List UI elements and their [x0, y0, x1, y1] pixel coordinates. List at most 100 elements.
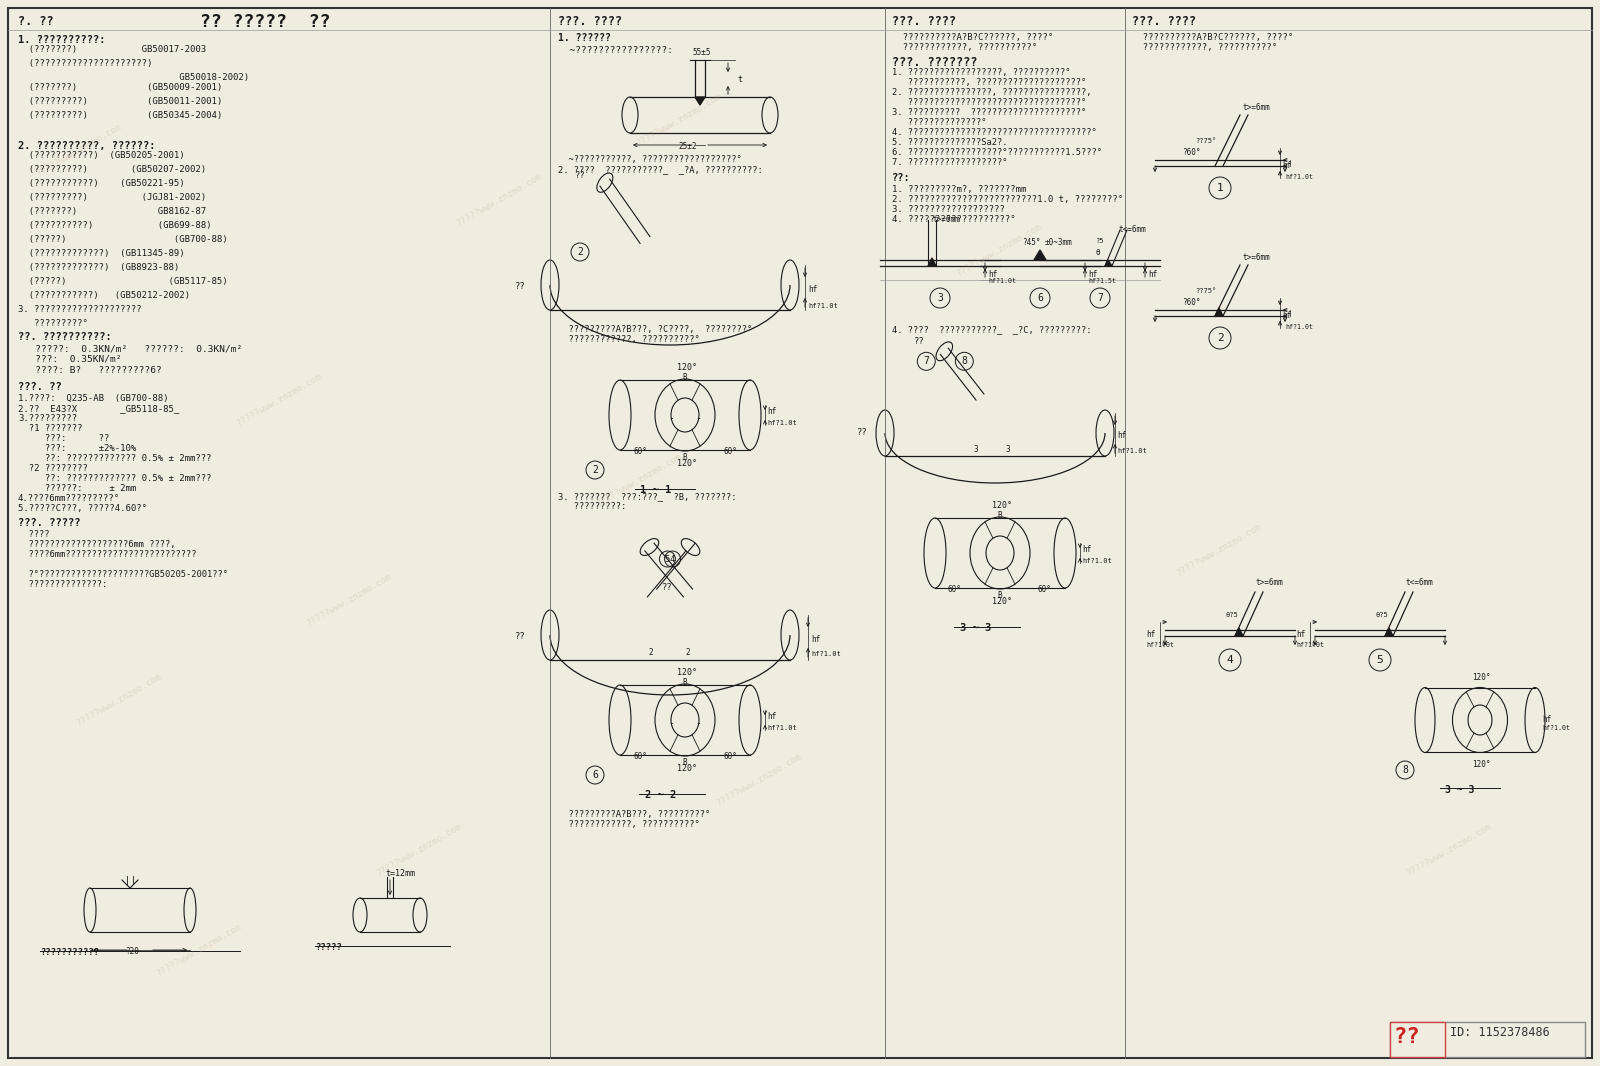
Text: (???????)            GB50017-2003: (???????) GB50017-2003 — [18, 45, 206, 54]
Text: ??. ??????????:: ??. ??????????: — [18, 332, 112, 342]
Text: θ: θ — [1094, 248, 1099, 257]
Text: 60°: 60° — [723, 752, 738, 761]
Text: B: B — [682, 758, 686, 768]
Text: ?????www.znzmo.com: ?????www.znzmo.com — [306, 572, 394, 628]
Text: ?????????A?B???, ?C????,  ????????°: ?????????A?B???, ?C????, ????????° — [558, 325, 752, 334]
Text: ????????????, ??????????°: ????????????, ??????????° — [893, 43, 1037, 52]
Text: hf: hf — [811, 635, 821, 644]
Text: 3. ????????????????????: 3. ???????????????????? — [18, 305, 142, 314]
Text: 2: 2 — [685, 648, 690, 657]
Text: ???. ????: ???. ???? — [1133, 15, 1197, 28]
Text: 3: 3 — [1005, 445, 1010, 454]
Text: 3 ~ 3: 3 ~ 3 — [960, 623, 992, 633]
Text: 120°: 120° — [677, 668, 698, 677]
Text: ?????www.znzmo.com: ?????www.znzmo.com — [155, 922, 245, 979]
Text: (?????????????)  (GB11345-89): (?????????????) (GB11345-89) — [18, 249, 184, 258]
Text: ???:      ±2%-10%: ???: ±2%-10% — [18, 445, 136, 453]
Text: 25±2: 25±2 — [678, 142, 698, 151]
Text: 4. ???????????????????°: 4. ???????????????????° — [893, 215, 1016, 224]
Text: hf: hf — [1296, 630, 1306, 639]
Text: 4.????6mm?????????°: 4.????6mm?????????° — [18, 494, 120, 503]
Text: ???????????: ??????????? — [40, 948, 99, 957]
Text: hf?1.0t: hf?1.0t — [811, 651, 840, 657]
Text: hf: hf — [766, 407, 776, 416]
Text: ?????www.znzmo.com: ?????www.znzmo.com — [715, 752, 805, 808]
Text: (?????????)        (GB50207-2002): (?????????) (GB50207-2002) — [18, 165, 206, 174]
Text: (???????????)   (GB50212-2002): (???????????) (GB50212-2002) — [18, 291, 190, 300]
Text: ?????www.znzmo.com: ?????www.znzmo.com — [456, 172, 544, 228]
Text: ???:      ??: ???: ?? — [18, 434, 109, 443]
Text: 2. ????????????????, ????????????????,: 2. ????????????????, ????????????????, — [893, 88, 1091, 97]
Text: ?5: ?5 — [1094, 238, 1104, 244]
Text: 120°: 120° — [677, 364, 698, 372]
Text: ??????????????°: ??????????????° — [893, 118, 987, 127]
Text: ????????????, ??????????°: ????????????, ??????????° — [558, 820, 699, 829]
Text: -: - — [669, 718, 674, 728]
Text: 2. ??????????, ??????:: 2. ??????????, ??????: — [18, 141, 155, 151]
Text: ?°?????????????????????GB50205-2001??°: ?°?????????????????????GB50205-2001??° — [18, 570, 229, 579]
Text: 60°: 60° — [634, 752, 646, 761]
Text: 60°: 60° — [1038, 585, 1051, 594]
Text: 1. ??????: 1. ?????? — [558, 33, 611, 43]
Text: ????6mm?????????????????????????: ????6mm????????????????????????? — [18, 550, 197, 559]
Text: 2.??  E43?X        _GB5118-85_: 2.?? E43?X _GB5118-85_ — [18, 404, 179, 413]
Text: 7: 7 — [923, 356, 930, 367]
Text: 120°: 120° — [677, 764, 698, 773]
Text: hf?1.0t: hf?1.0t — [1117, 448, 1147, 454]
Text: hf: hf — [1082, 545, 1091, 554]
Text: (?????)                   (GB5117-85): (?????) (GB5117-85) — [18, 277, 227, 286]
Text: ??: ????????????? 0.5% ± 2mm???: ??: ????????????? 0.5% ± 2mm??? — [18, 454, 211, 463]
Text: t<=6mm: t<=6mm — [1405, 578, 1432, 587]
Text: 5. ??????????????Sa2?.: 5. ??????????????Sa2?. — [893, 138, 1018, 147]
Text: θ?5: θ?5 — [1226, 612, 1238, 618]
Text: ?????????°: ?????????° — [18, 319, 88, 328]
Text: ?????www.znzmo.com: ?????www.znzmo.com — [595, 452, 685, 508]
Text: 2: 2 — [578, 247, 582, 257]
Text: 120°: 120° — [677, 459, 698, 468]
Text: B: B — [682, 373, 686, 382]
Text: 1. ?????????m?, ???????mm: 1. ?????????m?, ???????mm — [893, 185, 1026, 194]
Text: θ?5: θ?5 — [1374, 612, 1387, 618]
Text: B: B — [997, 511, 1002, 520]
Text: hf: hf — [1088, 270, 1098, 279]
Text: (???????)               GB8162-87: (???????) GB8162-87 — [18, 207, 206, 216]
Text: ????: ???? — [18, 530, 50, 539]
Text: ??: ?? — [858, 429, 867, 437]
Text: ~???????????, ??????????????????°: ~???????????, ??????????????????° — [558, 155, 742, 164]
Text: hf?1.0t: hf?1.0t — [808, 303, 838, 309]
Text: 8: 8 — [1402, 765, 1408, 775]
Text: 7. ??????????????????°: 7. ??????????????????° — [893, 158, 1008, 167]
Text: ?45°: ?45° — [1022, 238, 1040, 247]
Text: (?????????????????????): (?????????????????????) — [18, 59, 152, 68]
Text: ??: ?? — [515, 632, 526, 641]
Polygon shape — [1034, 251, 1046, 260]
Text: 2 ~ 2: 2 ~ 2 — [645, 790, 677, 800]
Text: ??75°: ??75° — [1195, 288, 1216, 294]
Text: 6: 6 — [592, 770, 598, 780]
Text: ?????www.znzmo.com: ?????www.znzmo.com — [235, 372, 325, 429]
Text: 4. ????  ???????????_  _?C, ?????????:: 4. ???? ???????????_ _?C, ?????????: — [893, 325, 1091, 334]
Text: ?????????????????????????????????°: ?????????????????????????????????° — [893, 98, 1086, 107]
Text: ?????www.znzmo.com: ?????www.znzmo.com — [35, 122, 125, 178]
Text: ????: B?   ?????????6?: ????: B? ?????????6? — [18, 366, 162, 375]
Text: t>=6mm: t>=6mm — [931, 215, 960, 224]
Text: ??????????A?B?C??????, ????°: ??????????A?B?C??????, ????° — [1133, 33, 1293, 42]
Text: 5.?????C???, ?????4.60?°: 5.?????C???, ?????4.60?° — [18, 504, 147, 513]
Text: ??: ?? — [1394, 1027, 1419, 1047]
Text: 60°: 60° — [634, 447, 646, 456]
Polygon shape — [1106, 260, 1112, 266]
Text: t>=6mm: t>=6mm — [1242, 103, 1270, 112]
Text: ?????????:: ?????????: — [558, 502, 626, 511]
Text: 2. ????  ???????????_  _?A, ??????????:: 2. ???? ???????????_ _?A, ??????????: — [558, 165, 763, 174]
Text: (?????????)           (GB50011-2001): (?????????) (GB50011-2001) — [18, 97, 222, 106]
Text: 60°: 60° — [947, 585, 962, 594]
Text: ?60°: ?60° — [1182, 298, 1200, 307]
Text: ??: ?? — [515, 282, 526, 291]
Text: 2. ????????????????????????1.0 t, ????????°: 2. ????????????????????????1.0 t, ??????… — [893, 195, 1123, 204]
Text: (?????)                    (GB700-88): (?????) (GB700-88) — [18, 235, 227, 244]
Text: hf: hf — [989, 270, 997, 279]
Text: 1.????:  Q235-AB  (GB700-88): 1.????: Q235-AB (GB700-88) — [18, 394, 168, 403]
Text: 2: 2 — [1216, 333, 1224, 343]
Text: hf: hf — [1282, 311, 1291, 320]
Text: ???????????????????6mm ????,: ???????????????????6mm ????, — [18, 540, 176, 549]
